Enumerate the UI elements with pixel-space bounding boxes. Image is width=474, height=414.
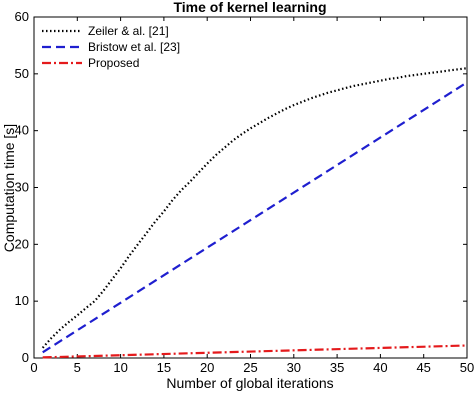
y-tick-label: 10 (15, 293, 29, 308)
x-tick-label: 40 (373, 360, 387, 375)
series-line-1 (41, 67, 468, 349)
y-tick-label: 40 (15, 123, 29, 138)
x-tick-label: 50 (460, 360, 474, 375)
y-tick-label: 0 (22, 350, 29, 365)
legend-label-3: Proposed (88, 56, 139, 70)
legend-label-2: Bristow et al. [23] (88, 40, 180, 54)
series-line-3 (42, 344, 468, 359)
y-tick-label: 20 (15, 236, 29, 251)
x-tick-label: 25 (243, 360, 257, 375)
x-tick-label: 20 (200, 360, 214, 375)
x-tick-label: 45 (416, 360, 430, 375)
y-axis-label: Computation time [s] (1, 124, 17, 252)
y-tick-label: 50 (15, 66, 29, 81)
x-tick-label: 30 (287, 360, 301, 375)
y-tick-label: 30 (15, 180, 29, 195)
x-tick-label: 5 (74, 360, 81, 375)
x-tick-label: 15 (157, 360, 171, 375)
x-axis-label: Number of global iterations (166, 375, 333, 391)
x-tick-label: 35 (330, 360, 344, 375)
plot-area: 0 5 10 15 20 25 30 35 40 45 50 0 10 20 30 40 50 60 (15, 9, 474, 375)
x-tick-label: 10 (113, 360, 127, 375)
legend: Zeiler & al. [21] Bristow et al. [23] Prop… (42, 24, 180, 70)
plot-frame (33, 16, 468, 359)
y-tick-label: 60 (15, 9, 29, 24)
legend-label-1: Zeiler & al. [21] (88, 24, 169, 38)
x-tick-label: 0 (30, 360, 37, 375)
chart-title: Time of kernel learning (173, 0, 326, 15)
